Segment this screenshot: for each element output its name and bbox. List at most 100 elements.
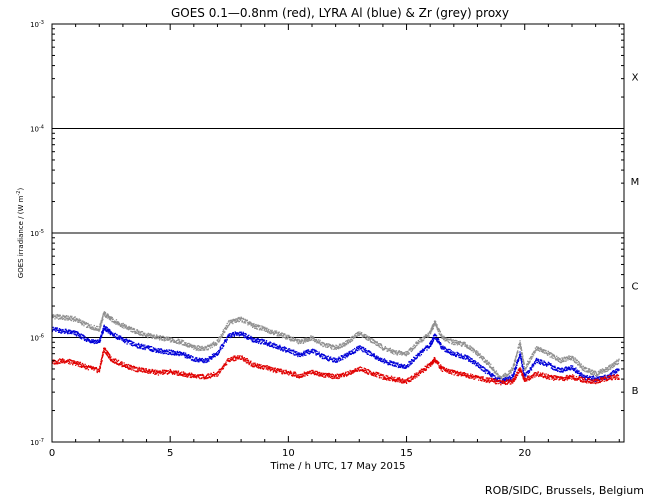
- data-point: [226, 336, 228, 339]
- data-point: [279, 368, 281, 371]
- data-point: [125, 326, 128, 328]
- data-point: [610, 373, 613, 375]
- data-point: [586, 367, 588, 370]
- data-point: [603, 374, 605, 377]
- data-point: [211, 342, 214, 344]
- data-point: [193, 345, 196, 347]
- data-point: [458, 356, 460, 359]
- data-point: [430, 345, 432, 347]
- data-point: [377, 343, 380, 345]
- data-point: [70, 315, 72, 318]
- data-point: [67, 315, 69, 317]
- data-point: [344, 344, 346, 346]
- data-point: [467, 355, 469, 357]
- data-point: [355, 333, 357, 335]
- data-point: [61, 331, 63, 334]
- data-point: [520, 358, 523, 361]
- data-point: [450, 339, 452, 341]
- data-point: [452, 339, 454, 341]
- data-point: [428, 347, 430, 349]
- data-point: [471, 358, 473, 360]
- data-point: [397, 352, 399, 354]
- data-point: [439, 346, 442, 348]
- data-point: [583, 374, 585, 376]
- data-point: [348, 354, 350, 356]
- data-point: [509, 375, 511, 377]
- data-point: [219, 337, 222, 339]
- data-point: [228, 323, 230, 326]
- data-point: [206, 377, 209, 379]
- data-point: [158, 372, 160, 374]
- data-point: [458, 353, 460, 355]
- data-point: [599, 371, 601, 373]
- data-point: [548, 361, 550, 364]
- data-point: [66, 330, 68, 332]
- data-point: [252, 339, 254, 341]
- data-point: [503, 380, 506, 382]
- data-point: [444, 347, 447, 350]
- data-point: [267, 343, 270, 345]
- data-point: [305, 354, 307, 356]
- data-point: [460, 354, 462, 356]
- data-point: [575, 367, 577, 369]
- data-point: [227, 360, 229, 362]
- data-point: [516, 362, 519, 364]
- data-point: [188, 355, 191, 357]
- data-point: [173, 353, 175, 356]
- data-point: [294, 339, 296, 341]
- data-point: [166, 373, 169, 375]
- data-point: [288, 336, 290, 338]
- data-point: [454, 339, 456, 342]
- data-point: [337, 358, 339, 361]
- data-point: [67, 359, 69, 361]
- data-point: [425, 346, 427, 349]
- data-point: [285, 347, 287, 349]
- data-point: [169, 371, 171, 373]
- data-point: [495, 376, 497, 379]
- data-point: [236, 358, 238, 360]
- data-point: [98, 371, 101, 373]
- data-point: [239, 319, 242, 321]
- data-point: [341, 346, 343, 348]
- data-point: [485, 360, 487, 362]
- data-point: [218, 351, 220, 354]
- data-point: [78, 362, 81, 365]
- data-point: [349, 339, 352, 341]
- data-point: [514, 369, 516, 371]
- data-point: [454, 354, 456, 356]
- data-point: [591, 369, 594, 371]
- data-point: [68, 358, 71, 361]
- data-point: [69, 317, 71, 319]
- data-point: [381, 347, 383, 350]
- data-point: [174, 353, 176, 355]
- data-point: [390, 349, 393, 351]
- data-point: [131, 341, 133, 343]
- data-point: [161, 335, 163, 338]
- data-point: [392, 365, 394, 367]
- data-point: [592, 371, 594, 374]
- data-point: [105, 349, 107, 351]
- data-point: [129, 328, 131, 330]
- data-point: [400, 353, 402, 355]
- data-point: [286, 336, 288, 339]
- data-point: [310, 350, 312, 353]
- data-point: [102, 329, 104, 332]
- data-point: [325, 356, 327, 359]
- data-point: [104, 312, 107, 314]
- data-point: [134, 331, 137, 333]
- data-point: [133, 369, 135, 372]
- data-point: [122, 364, 124, 366]
- data-point: [158, 351, 160, 354]
- data-point: [202, 374, 204, 377]
- data-point: [373, 354, 376, 356]
- data-point: [243, 322, 245, 324]
- data-point: [97, 341, 99, 344]
- data-point: [122, 337, 124, 339]
- data-point: [333, 357, 335, 359]
- data-point: [155, 351, 157, 353]
- data-point: [559, 358, 561, 361]
- data-point: [282, 334, 285, 337]
- data-point: [564, 357, 567, 359]
- data-point: [361, 336, 364, 338]
- data-point: [250, 360, 252, 362]
